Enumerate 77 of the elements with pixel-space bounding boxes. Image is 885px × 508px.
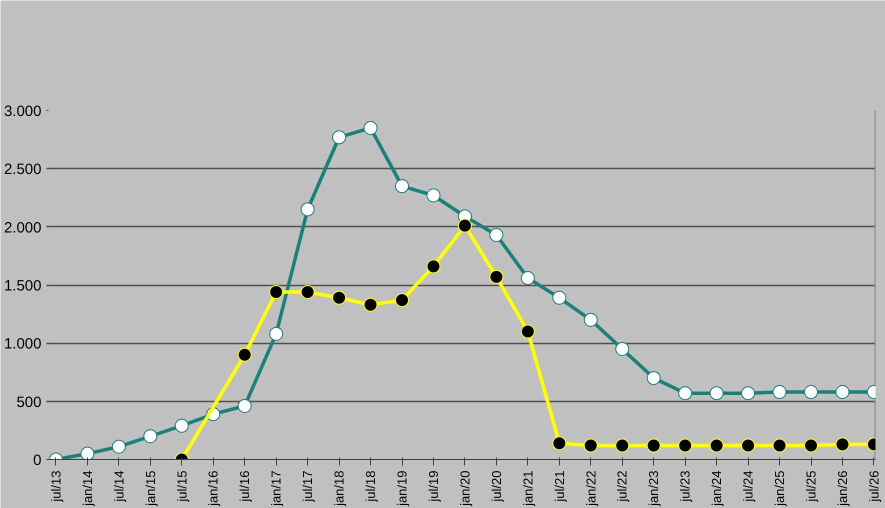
point xyxy=(584,438,598,453)
point xyxy=(489,228,504,242)
point xyxy=(269,284,284,299)
x-tick-label: jul/23 xyxy=(678,470,693,503)
point xyxy=(835,385,850,400)
point xyxy=(615,438,630,453)
x-tick-label: jan/14 xyxy=(80,470,95,507)
point xyxy=(552,436,566,450)
point xyxy=(520,324,535,339)
point xyxy=(552,290,566,305)
point xyxy=(238,399,252,413)
x-tick-label: jan/16 xyxy=(206,470,221,507)
x-tick-label: jan/21 xyxy=(520,470,536,507)
point xyxy=(143,429,158,444)
point xyxy=(395,179,410,194)
point xyxy=(238,348,252,362)
point xyxy=(710,438,724,453)
point xyxy=(364,120,378,135)
point xyxy=(300,202,315,216)
point xyxy=(772,385,787,400)
y-tick-label: 3.000 xyxy=(4,103,42,120)
x-tick-label: jul/25 xyxy=(804,470,819,503)
point xyxy=(772,438,787,453)
y-tick-label: 0 xyxy=(33,452,42,469)
point xyxy=(332,290,346,305)
x-tick-label: jul/24 xyxy=(740,470,756,503)
y-tick-label: 500 xyxy=(16,394,42,411)
x-tick-label: jan/18 xyxy=(332,470,347,507)
point xyxy=(520,271,535,286)
point xyxy=(835,437,850,452)
point xyxy=(646,438,661,453)
x-tick-label: jul/26 xyxy=(866,470,882,503)
y-tick-label: 1.500 xyxy=(4,278,42,294)
y-tick-label: 2.500 xyxy=(4,161,42,178)
point xyxy=(300,284,315,299)
x-tick-label: jul/15 xyxy=(174,470,190,503)
point xyxy=(646,371,661,386)
x-tick-label: jan/24 xyxy=(709,470,724,507)
x-tick-label: jan/25 xyxy=(772,470,788,507)
point xyxy=(741,438,756,453)
x-tick-label: jan/17 xyxy=(268,470,284,507)
point xyxy=(112,440,126,454)
point xyxy=(426,259,440,274)
point xyxy=(710,386,724,400)
point xyxy=(426,188,440,202)
point xyxy=(395,293,410,308)
point xyxy=(804,385,818,400)
point xyxy=(364,298,378,312)
point xyxy=(584,312,598,327)
x-tick-label: jul/13 xyxy=(48,470,64,503)
y-tick-label: 1.000 xyxy=(4,336,42,353)
point xyxy=(678,438,692,453)
x-tick-label: jul/18 xyxy=(363,470,378,503)
x-tick-label: jan/26 xyxy=(834,470,850,507)
point xyxy=(804,438,818,453)
point xyxy=(269,326,284,341)
x-tick-label: jul/16 xyxy=(237,470,252,503)
x-tick-label: jul/17 xyxy=(300,470,316,503)
y-tick-label: 2.000 xyxy=(4,219,42,236)
point xyxy=(678,386,692,400)
x-tick-label: jul/22 xyxy=(614,470,630,503)
x-tick-label: jul/20 xyxy=(488,470,504,503)
point xyxy=(489,270,504,284)
x-tick-label: jan/20 xyxy=(457,470,472,507)
x-tick-label: jul/14 xyxy=(111,470,126,503)
point xyxy=(615,342,630,356)
point xyxy=(174,418,189,433)
x-tick-label: jan/22 xyxy=(583,470,598,507)
x-tick-label: jan/15 xyxy=(142,470,158,507)
x-tick-label: jul/19 xyxy=(426,470,441,503)
x-tick-label: jan/19 xyxy=(394,470,410,507)
x-tick-label: jan/23 xyxy=(646,470,662,507)
point xyxy=(80,446,94,460)
x-tick-label: jul/21 xyxy=(552,470,567,503)
point xyxy=(741,386,756,400)
point xyxy=(332,130,346,144)
point xyxy=(458,218,472,233)
